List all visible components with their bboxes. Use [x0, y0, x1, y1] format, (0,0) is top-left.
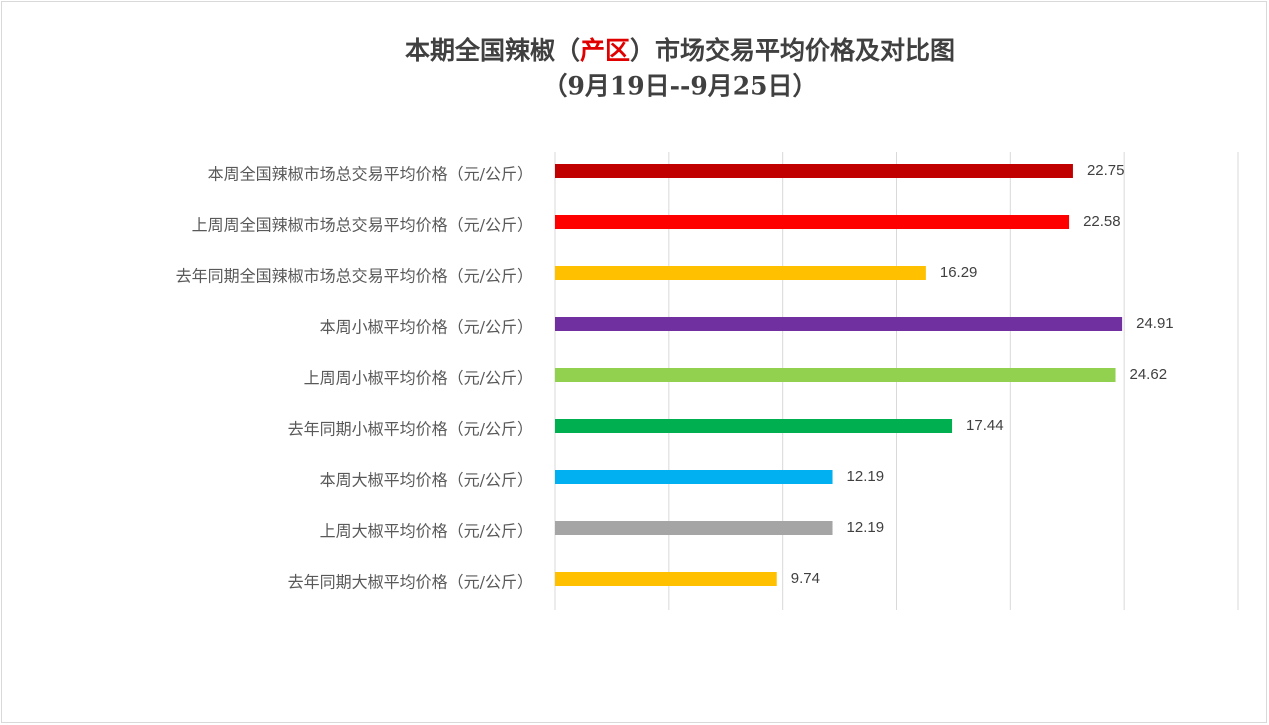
bar: [555, 521, 833, 535]
bar: [555, 266, 926, 280]
y-tick-label: 上周周全国辣椒市场总交易平均价格（元/公斤）: [192, 216, 533, 235]
bar: [555, 470, 833, 484]
data-label: 12.19: [847, 468, 885, 485]
bar: [555, 419, 953, 433]
bar: [555, 164, 1073, 178]
title-part: ）市场交易平均价格及对比图: [630, 36, 955, 65]
bar: [555, 368, 1116, 382]
data-label: 24.62: [1130, 366, 1168, 383]
data-label: 9.74: [791, 570, 820, 587]
title-part: 本期全国辣椒（: [405, 36, 580, 65]
y-tick-label: 本周全国辣椒市场总交易平均价格（元/公斤）: [208, 165, 533, 184]
bar: [555, 317, 1123, 331]
data-label: 17.44: [966, 417, 1004, 434]
y-tick-label: 去年同期全国辣椒市场总交易平均价格（元/公斤）: [176, 267, 533, 286]
y-tick-label: 去年同期大椒平均价格（元/公斤）: [288, 573, 533, 592]
chart-title: 本期全国辣椒（产区）市场交易平均价格及对比图: [405, 36, 955, 65]
data-label: 16.29: [940, 264, 978, 281]
y-tick-label: 上周大椒平均价格（元/公斤）: [320, 522, 533, 541]
y-tick-label: 本周小椒平均价格（元/公斤）: [320, 318, 533, 337]
y-tick-label: 去年同期小椒平均价格（元/公斤）: [288, 420, 533, 439]
bar: [555, 215, 1070, 229]
data-label: 12.19: [847, 519, 885, 536]
chart-subtitle: （9月19日--9月25日）: [542, 72, 817, 101]
data-label: 22.75: [1087, 162, 1125, 179]
y-tick-label: 本周大椒平均价格（元/公斤）: [320, 471, 533, 490]
data-label: 22.58: [1083, 213, 1121, 230]
data-label: 24.91: [1136, 315, 1174, 332]
y-tick-label: 上周周小椒平均价格（元/公斤）: [304, 369, 533, 388]
title-part: 产区: [580, 36, 630, 65]
bar: [555, 572, 777, 586]
